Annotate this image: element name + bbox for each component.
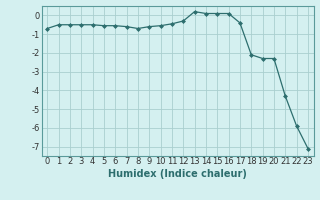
X-axis label: Humidex (Indice chaleur): Humidex (Indice chaleur) xyxy=(108,169,247,179)
